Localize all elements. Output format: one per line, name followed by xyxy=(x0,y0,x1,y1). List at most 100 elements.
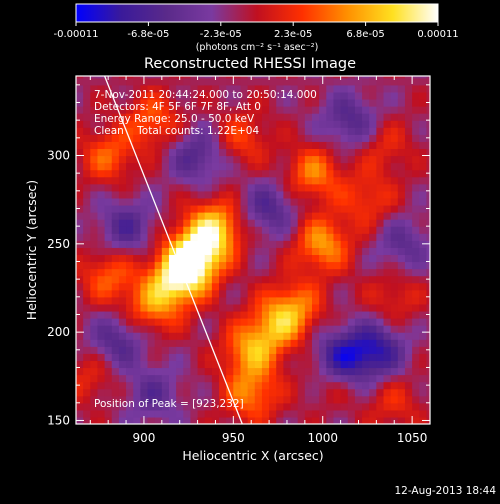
heatmap-cell xyxy=(176,360,184,369)
heatmap-cell xyxy=(168,388,177,397)
heatmap-cell xyxy=(190,84,199,93)
heatmap-cell xyxy=(76,77,84,86)
heatmap-cell xyxy=(140,204,149,213)
heatmap-cell xyxy=(362,346,370,354)
heatmap-cell xyxy=(290,183,299,192)
heatmap-cell xyxy=(276,318,284,326)
heatmap-cell xyxy=(176,113,184,121)
heatmap-cell xyxy=(219,155,227,164)
heatmap-cell xyxy=(276,360,284,369)
heatmap-cell xyxy=(247,381,256,390)
heatmap-cell xyxy=(340,325,349,333)
heatmap-cell xyxy=(333,388,342,397)
heatmap-cell xyxy=(161,318,170,326)
heatmap-cell xyxy=(340,318,349,326)
heatmap-cell xyxy=(340,176,349,185)
heatmap-cell xyxy=(204,325,213,333)
heatmap-cell xyxy=(319,318,327,326)
heatmap-cell xyxy=(276,303,284,312)
heatmap-cell xyxy=(369,261,377,270)
heatmap-cell xyxy=(283,388,292,397)
heatmap-cell xyxy=(333,91,342,100)
heatmap-cell xyxy=(219,176,227,185)
heatmap-cell xyxy=(419,409,428,418)
heatmap-cell xyxy=(147,303,156,312)
heatmap-cell xyxy=(333,416,342,424)
heatmap-cell xyxy=(419,183,428,192)
heatmap-cell xyxy=(118,402,127,411)
heatmap-cell xyxy=(140,134,149,142)
heatmap-cell xyxy=(390,127,399,135)
heatmap-cell xyxy=(254,162,263,171)
heatmap-cell xyxy=(118,416,127,424)
heatmap-cell xyxy=(283,148,292,157)
heatmap-cell xyxy=(154,268,163,277)
heatmap-cell xyxy=(254,282,263,291)
heatmap-cell xyxy=(204,318,213,326)
heatmap-cell xyxy=(404,353,413,362)
heatmap-cell xyxy=(254,332,263,340)
heatmap-cell xyxy=(276,219,284,227)
heatmap-cell xyxy=(261,155,270,164)
heatmap-cell xyxy=(261,113,270,121)
heatmap-cell xyxy=(233,233,242,241)
heatmap-cell xyxy=(211,254,220,263)
heatmap-cell xyxy=(261,219,270,227)
heatmap-cell xyxy=(304,339,313,347)
heatmap-cell xyxy=(390,395,399,404)
heatmap-cell xyxy=(140,226,149,234)
heatmap-cell xyxy=(104,162,113,171)
heatmap-cell xyxy=(133,310,141,319)
heatmap-cell xyxy=(111,233,120,241)
heatmap-cell xyxy=(319,169,327,178)
heatmap-cell xyxy=(240,268,249,277)
heatmap-cell xyxy=(426,395,430,404)
heatmap-cell xyxy=(419,395,428,404)
heatmap-cell xyxy=(283,240,292,248)
heatmap-cell xyxy=(190,282,199,291)
heatmap-cell xyxy=(154,416,163,424)
heatmap-cell xyxy=(254,148,263,157)
heatmap-cell xyxy=(419,332,428,340)
heatmap-cell xyxy=(90,204,99,213)
heatmap-cell xyxy=(254,204,263,213)
heatmap-cell xyxy=(240,381,249,390)
heatmap-cell xyxy=(161,289,170,298)
heatmap-cell xyxy=(326,303,335,312)
heatmap-cell xyxy=(269,275,277,284)
heatmap-cell xyxy=(76,353,84,362)
heatmap-cell xyxy=(90,183,99,192)
heatmap-cell xyxy=(290,197,299,206)
heatmap-cell xyxy=(233,367,242,376)
heatmap-cell xyxy=(97,261,106,270)
heatmap-cell xyxy=(312,388,320,397)
heatmap-cell xyxy=(233,318,242,326)
heatmap-cell xyxy=(226,367,234,376)
heatmap-cell xyxy=(133,183,141,192)
heatmap-cell xyxy=(247,374,256,383)
heatmap-cell xyxy=(140,381,149,390)
heatmap-cell xyxy=(126,346,134,354)
heatmap-cell xyxy=(383,127,392,135)
heatmap-cell xyxy=(333,247,342,256)
heatmap-cell xyxy=(247,197,256,206)
heatmap-cell xyxy=(126,374,134,383)
heatmap-cell xyxy=(76,247,84,256)
heatmap-cell xyxy=(190,254,199,263)
heatmap-cell xyxy=(290,91,299,100)
heatmap-cell xyxy=(154,190,163,199)
heatmap-cell xyxy=(369,282,377,291)
heatmap-cell xyxy=(219,120,227,128)
heatmap-cell xyxy=(376,226,385,234)
heatmap-cell xyxy=(247,388,256,397)
heatmap-cell xyxy=(111,106,120,114)
heatmap-cell xyxy=(290,240,299,248)
heatmap-cell xyxy=(283,303,292,312)
heatmap-cell xyxy=(90,332,99,340)
heatmap-cell xyxy=(304,120,313,128)
heatmap-cell xyxy=(354,261,363,270)
heatmap-cell xyxy=(283,296,292,305)
heatmap-cell xyxy=(362,169,370,178)
heatmap-cell xyxy=(176,106,184,114)
heatmap-cell xyxy=(397,91,406,100)
